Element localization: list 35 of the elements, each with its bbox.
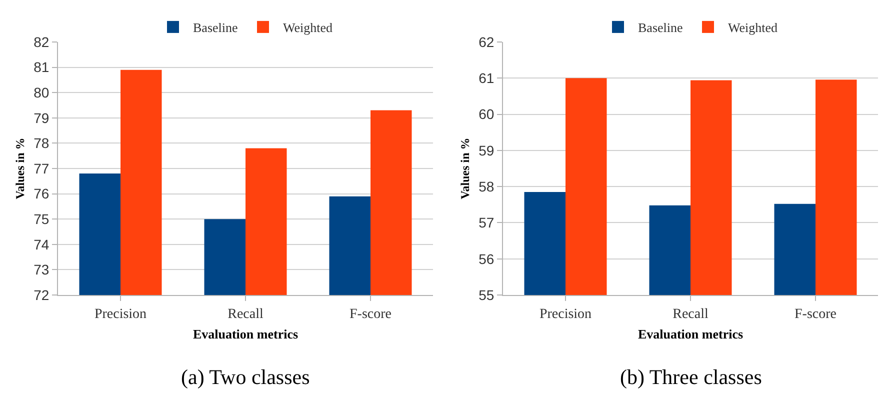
x-tick-label: Precision — [539, 306, 592, 322]
y-tick-label: 59 — [478, 142, 494, 158]
legend-label: Baseline — [638, 20, 683, 36]
text: (a) Two classes — [181, 365, 310, 389]
y-tick-label: 74 — [34, 236, 50, 252]
y-tick-label: 62 — [478, 34, 494, 50]
legend-label: Weighted — [728, 20, 778, 36]
y-tick-label: 77 — [34, 160, 50, 176]
y-tick-label: 76 — [34, 186, 50, 202]
y-tick-label: 56 — [478, 250, 494, 267]
y-axis-title: Values in % — [458, 138, 472, 200]
legend-label: Baseline — [193, 20, 238, 36]
y-tick-label: 80 — [34, 84, 50, 100]
text: (b) Three classes — [620, 365, 762, 389]
y-tick-label: 58 — [478, 178, 494, 194]
y-axis-title: Values in % — [13, 138, 27, 200]
x-tick-label: Precision — [94, 306, 147, 322]
y-tick-label: 60 — [478, 106, 494, 122]
x-tick-label: Recall — [228, 306, 264, 322]
y-tick-label: 75 — [34, 211, 50, 227]
y-tick-label: 78 — [34, 135, 50, 152]
y-tick-label: 81 — [34, 59, 50, 76]
y-tick-label: 55 — [478, 286, 494, 303]
y-tick-label: 82 — [34, 34, 50, 50]
y-tick-label: 57 — [478, 214, 494, 231]
x-tick-label: Recall — [672, 306, 708, 322]
legend-label: Weighted — [282, 20, 333, 36]
x-axis-title: Evaluation metrics — [638, 326, 744, 342]
x-axis-title: Evaluation metrics — [192, 326, 298, 342]
y-tick-label: 79 — [34, 110, 50, 126]
y-tick-label: 61 — [478, 70, 494, 86]
x-tick-label: F-score — [794, 306, 836, 322]
y-tick-label: 72 — [34, 286, 50, 303]
y-tick-label: 73 — [34, 262, 50, 278]
x-tick-label: F-score — [350, 306, 392, 322]
